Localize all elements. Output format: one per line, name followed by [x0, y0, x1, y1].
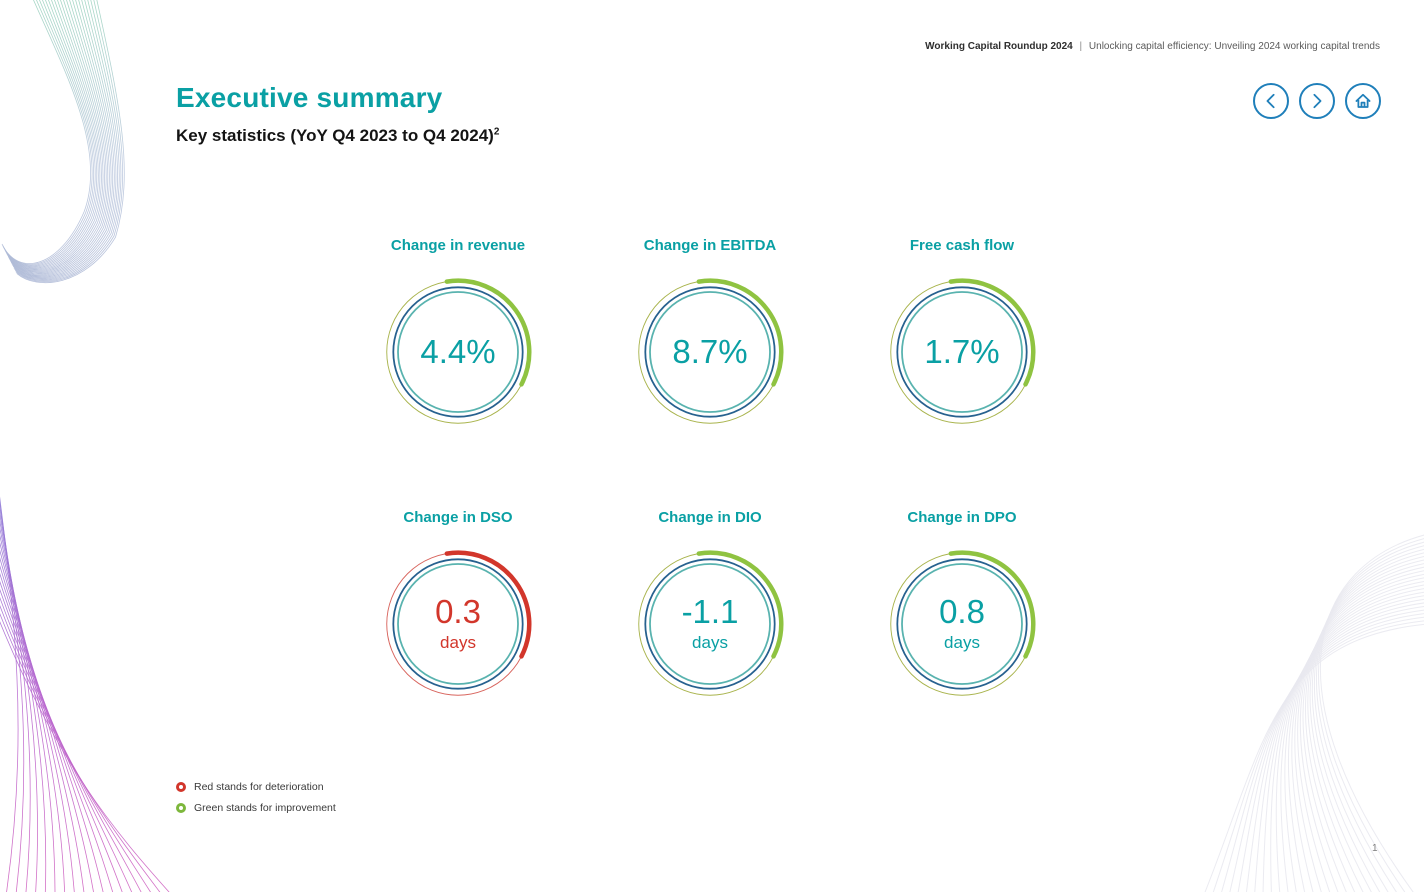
- stat-change-in-dio: Change in DIO -1.1 days: [584, 508, 836, 699]
- stat-unit: days: [944, 632, 980, 652]
- stat-text: 4.4%: [383, 277, 533, 427]
- stat-value: 1.7%: [924, 332, 1000, 370]
- stat-change-in-ebitda: Change in EBITDA 8.7%: [584, 236, 836, 427]
- home-button[interactable]: [1345, 83, 1381, 119]
- red-ring-icon: [176, 782, 186, 792]
- ring-chart: [638, 278, 784, 424]
- chevron-left-icon: [1266, 93, 1275, 109]
- slide-navigation: [1253, 83, 1381, 119]
- stat-text: 8.7%: [635, 277, 785, 427]
- decorative-wave-top-left: [1, 0, 125, 284]
- stat-value: 8.7%: [672, 332, 748, 370]
- ring-chart: [638, 550, 784, 696]
- stat-label: Change in DSO: [403, 509, 513, 526]
- stat-label: Change in DPO: [907, 509, 1017, 526]
- page-subtitle: Key statistics (YoY Q4 2023 to Q4 2024)2: [176, 126, 499, 146]
- stat-badge: 8.7%: [635, 277, 785, 427]
- stat-label: Change in revenue: [390, 237, 526, 254]
- stat-text: 0.8 days: [887, 549, 1037, 699]
- header-separator: |: [1079, 41, 1083, 52]
- stat-label: Free cash flow: [909, 237, 1015, 254]
- decorative-wave-bottom-left: [0, 496, 170, 892]
- footnote-marker: 2: [493, 126, 500, 138]
- subtitle-text: Key statistics (YoY Q4 2023 to Q4 2024): [176, 126, 494, 145]
- report-brand: Working Capital Roundup 2024: [925, 41, 1073, 52]
- ring-chart: [386, 550, 532, 696]
- stat-label: Change in DIO: [658, 509, 762, 526]
- home-icon: [1355, 93, 1371, 108]
- legend-label: Red stands for deterioration: [194, 781, 324, 793]
- stat-change-in-revenue: Change in revenue 4.4%: [332, 236, 584, 427]
- stat-badge: 0.8 days: [887, 549, 1037, 699]
- chevron-right-icon: [1313, 93, 1322, 109]
- page-title: Executive summary: [176, 82, 443, 113]
- document-header: Working Capital Roundup 2024 | Unlocking…: [925, 41, 1380, 52]
- stat-unit: days: [440, 632, 476, 652]
- stat-badge: 4.4%: [383, 277, 533, 427]
- stat-label: Change in EBITDA: [643, 237, 777, 254]
- decorative-wave-bottom-right: [1204, 534, 1424, 892]
- stat-free-cash-flow: Free cash flow 1.7%: [836, 236, 1088, 427]
- stat-badge: 1.7%: [887, 277, 1037, 427]
- ring-chart: [890, 278, 1036, 424]
- next-slide-button[interactable]: [1299, 83, 1335, 119]
- legend: Red stands for deterioration Green stand…: [176, 781, 336, 823]
- stat-change-in-dso: Change in DSO 0.3 days: [332, 508, 584, 699]
- previous-slide-button[interactable]: [1253, 83, 1289, 119]
- legend-label: Green stands for improvement: [194, 802, 336, 814]
- stat-text: 0.3 days: [383, 549, 533, 699]
- legend-item-improvement: Green stands for improvement: [176, 802, 336, 814]
- stat-value: 0.8: [939, 593, 985, 631]
- ring-chart: [890, 550, 1036, 696]
- page-number: 1: [1372, 843, 1378, 854]
- stat-unit: days: [692, 632, 728, 652]
- legend-item-deterioration: Red stands for deterioration: [176, 781, 336, 793]
- report-tagline: Unlocking capital efficiency: Unveiling …: [1088, 41, 1380, 52]
- stat-text: 1.7%: [887, 277, 1037, 427]
- stat-badge: -1.1 days: [635, 549, 785, 699]
- ring-chart: [386, 278, 532, 424]
- green-ring-icon: [176, 803, 186, 813]
- stat-value: -1.1: [681, 593, 739, 631]
- stat-badge: 0.3 days: [383, 549, 533, 699]
- stat-value: 4.4%: [420, 332, 496, 370]
- stat-value: 0.3: [435, 593, 481, 631]
- stat-text: -1.1 days: [635, 549, 785, 699]
- stat-change-in-dpo: Change in DPO 0.8 days: [836, 508, 1088, 699]
